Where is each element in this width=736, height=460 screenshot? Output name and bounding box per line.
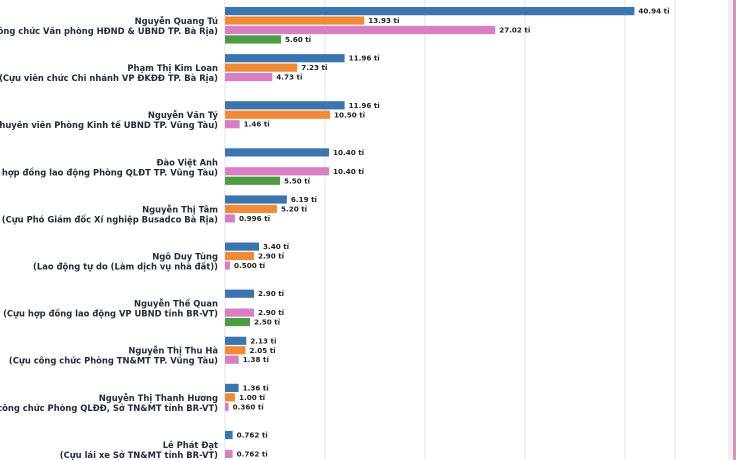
- bar-orange: [225, 16, 365, 25]
- bar-value-label: 1.36 tỉ: [243, 383, 270, 392]
- bar-value-label: 0.762 tỉ: [237, 431, 269, 440]
- bar-value-label: 0.360 tỉ: [233, 402, 265, 411]
- bar-orange: [225, 346, 246, 355]
- bar-value-label: 2.13 tỉ: [250, 336, 277, 345]
- edge-accent: [733, 0, 736, 460]
- bar-value-label: 27.02 tỉ: [499, 26, 531, 35]
- bar-value-label: 7.23 tỉ: [301, 63, 328, 72]
- bar-value-label: 1.00 tỉ: [239, 393, 266, 402]
- category-name-label: Nguyễn Thị Thanh Hương: [99, 393, 218, 403]
- category-name-label: Đào Việt Anh: [156, 157, 218, 167]
- bar-value-label: 10.50 tỉ: [334, 110, 366, 119]
- category-name-label: Phạm Thị Kim Loan: [127, 63, 218, 73]
- category-role-label: (Cựu chuyên viên Phòng Kinh tế UBND TP. …: [0, 120, 218, 130]
- category-name-label: Nguyễn Quang Tú: [135, 16, 218, 26]
- category-role-label: (Cựu công chức Phòng TN&MT TP. Vũng Tàu): [9, 356, 218, 366]
- category-name-label: Nguyễn Thế Quan: [134, 299, 218, 309]
- bar-value-label: 5.50 tỉ: [284, 176, 311, 185]
- bar-pink: [225, 214, 235, 223]
- bar-value-label: 0.762 tỉ: [237, 449, 269, 458]
- category-name-label: Nguyễn Văn Tý: [148, 110, 219, 120]
- bar-blue: [225, 54, 345, 63]
- bar-blue: [225, 430, 233, 440]
- bar-pink: [225, 261, 230, 270]
- edge-strip: [728, 0, 736, 460]
- bar-orange: [225, 63, 298, 72]
- bar-orange: [225, 110, 330, 119]
- bar-value-label: 2.90 tỉ: [258, 289, 285, 298]
- bar-value-label: 1.38 tỉ: [243, 355, 270, 364]
- category-role-label: (Cựu công chức Phòng QLĐĐ, Sở TN&MT tỉnh…: [0, 403, 218, 413]
- bar-green: [225, 317, 250, 327]
- bar-blue: [225, 336, 247, 345]
- bar-pink: [225, 355, 239, 364]
- bar-value-label: 1.46 tỉ: [244, 120, 271, 129]
- bar-value-label: 0.500 tỉ: [234, 261, 266, 270]
- bar-pink: [225, 167, 329, 176]
- bar-value-label: 13.93 tỉ: [368, 16, 400, 25]
- bar-blue: [225, 383, 239, 392]
- category-role-label: (Lao động tự do (Làm dịch vụ nhà đất)): [33, 262, 218, 272]
- bar-value-label: 2.50 tỉ: [254, 318, 281, 327]
- bar-value-label: 10.40 tỉ: [333, 167, 365, 176]
- bar-blue: [225, 195, 287, 204]
- bar-orange: [225, 204, 277, 214]
- category-role-label: (Cựu công chức Văn phòng HĐND & UBND TP.…: [0, 26, 218, 36]
- bar-value-label: 6.19 tỉ: [291, 195, 318, 204]
- bar-pink: [225, 120, 240, 129]
- category-role-label: (Cựu Phó Giám đốc Xí nghiệp Busadco Bà R…: [2, 214, 218, 224]
- bar-orange: [225, 251, 254, 261]
- bar-blue: [225, 242, 259, 251]
- bar-value-label: 2.90 tỉ: [258, 252, 285, 261]
- bar-value-label: 5.60 tỉ: [285, 35, 312, 44]
- bar-orange: [225, 393, 235, 402]
- bar-blue: [225, 101, 345, 110]
- bar-value-label: 11.96 tỉ: [349, 54, 381, 63]
- bar-value-label: 11.96 tỉ: [349, 101, 381, 110]
- bar-value-label: 2.05 tỉ: [250, 346, 277, 355]
- category-role-label: (Cựu hợp đồng lao động VP UBND tỉnh BR-V…: [3, 309, 218, 319]
- bar-pink: [225, 73, 273, 82]
- bar-value-label: 40.94 tỉ: [638, 7, 670, 16]
- bar-pink: [225, 308, 254, 317]
- category-name-label: Ngô Duy Tùng: [152, 252, 218, 262]
- category-name-label: Lê Phát Đạt: [163, 440, 218, 450]
- bar-green: [225, 176, 280, 185]
- bar-value-label: 2.90 tỉ: [258, 308, 285, 317]
- bar-value-label: 0.996 tỉ: [239, 214, 271, 223]
- bar-value-label: 4.73 tỉ: [276, 73, 303, 82]
- bar-green: [225, 35, 281, 44]
- category-name-label: Nguyễn Thị Thu Hà: [128, 346, 218, 356]
- category-role-label: (Cựu hợp đồng lao động Phòng QLĐT TP. Vũ…: [0, 167, 218, 177]
- bar-blue: [225, 7, 635, 16]
- category-role-label: (Cựu viên chức Chi nhánh VP ĐKĐĐ TP. Bà …: [0, 73, 218, 83]
- bar-value-label: 5.20 tỉ: [281, 204, 308, 213]
- bar-blue: [225, 289, 254, 298]
- bar-value-label: 3.40 tỉ: [263, 242, 290, 251]
- category-role-label: (Cựu lái xe Sở TN&MT tỉnh BR-VT): [60, 450, 218, 460]
- category-name-label: Nguyễn Thị Tâm: [142, 204, 218, 214]
- bar-blue: [225, 148, 329, 157]
- bar-pink: [225, 402, 229, 411]
- bar-pink: [225, 25, 496, 35]
- bar-value-label: 10.40 tỉ: [333, 148, 365, 157]
- bar-pink: [225, 449, 233, 458]
